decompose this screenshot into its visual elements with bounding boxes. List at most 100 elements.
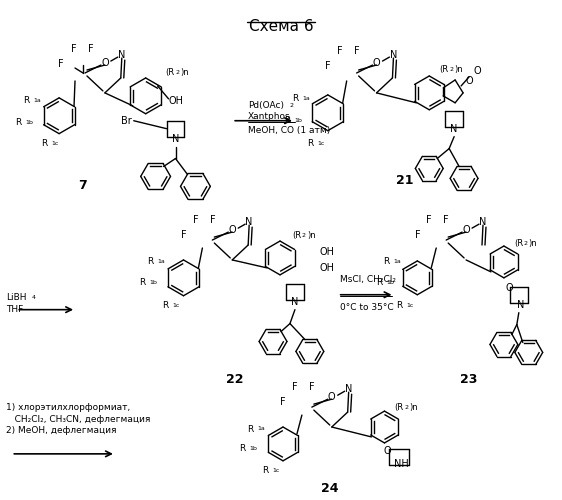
Text: LiBH: LiBH — [6, 293, 27, 302]
Text: MsCl, CH₂Cl₂: MsCl, CH₂Cl₂ — [339, 276, 396, 284]
Text: 24: 24 — [321, 482, 338, 495]
Text: R: R — [147, 258, 153, 266]
Text: 1a: 1a — [393, 260, 401, 264]
Text: 2) MeOH, дефлегмация: 2) MeOH, дефлегмация — [6, 426, 117, 436]
Text: O: O — [473, 66, 481, 76]
Text: 23: 23 — [460, 373, 478, 386]
Text: 1b: 1b — [387, 280, 395, 285]
Text: (R: (R — [166, 68, 175, 78]
Text: OH: OH — [320, 247, 335, 257]
Text: F: F — [354, 46, 360, 56]
Text: OH: OH — [320, 263, 335, 273]
Text: N: N — [451, 124, 458, 134]
Text: N: N — [172, 134, 179, 143]
Text: (R: (R — [439, 64, 448, 74]
Text: (R: (R — [292, 230, 301, 239]
Text: F: F — [71, 44, 77, 54]
Text: 1a: 1a — [33, 98, 41, 103]
Text: R: R — [239, 444, 245, 454]
Text: NH: NH — [395, 459, 409, 469]
Text: R: R — [247, 424, 253, 434]
Text: F: F — [309, 382, 315, 392]
Text: F: F — [88, 44, 94, 54]
Text: 1a: 1a — [302, 96, 310, 102]
Text: F: F — [415, 230, 420, 240]
Text: O: O — [373, 58, 380, 68]
Text: Pd(OAc): Pd(OAc) — [248, 102, 284, 110]
Text: 1) хлорэтилхлорформиат,: 1) хлорэтилхлорформиат, — [6, 402, 130, 411]
Text: 1a: 1a — [157, 260, 165, 264]
Text: O: O — [328, 392, 336, 402]
Text: 2: 2 — [405, 404, 409, 409]
Text: R: R — [139, 278, 146, 287]
Text: 2: 2 — [449, 66, 453, 71]
Text: )n: )n — [180, 68, 189, 78]
Text: 2: 2 — [524, 240, 528, 246]
Text: O: O — [463, 225, 470, 235]
Text: R: R — [23, 96, 29, 106]
Text: O: O — [101, 58, 108, 68]
Text: Xantphos: Xantphos — [248, 112, 291, 121]
Text: R: R — [396, 301, 402, 310]
Text: F: F — [325, 61, 330, 71]
Text: O: O — [384, 446, 391, 456]
Text: F: F — [58, 59, 64, 69]
Text: CH₂Cl₂, CH₃CN, дефлегмация: CH₂Cl₂, CH₃CN, дефлегмация — [6, 414, 151, 424]
Text: 1c: 1c — [272, 468, 279, 473]
Text: F: F — [337, 46, 342, 56]
Text: Br: Br — [121, 116, 132, 126]
Text: MeOH, CO (1 атм): MeOH, CO (1 атм) — [248, 126, 330, 135]
Text: 1b: 1b — [249, 446, 257, 452]
Text: 22: 22 — [226, 373, 244, 386]
Text: F: F — [443, 215, 449, 225]
Text: R: R — [162, 301, 169, 310]
Text: R: R — [307, 139, 314, 148]
Text: )n: )n — [409, 402, 418, 411]
Text: R: R — [376, 278, 383, 287]
Text: 2: 2 — [302, 232, 306, 237]
Text: N: N — [517, 300, 524, 310]
Text: Схема 6: Схема 6 — [249, 20, 313, 34]
Text: N: N — [246, 217, 253, 227]
Text: (R: (R — [395, 402, 404, 411]
Text: R: R — [284, 116, 290, 125]
Text: 1c: 1c — [406, 303, 414, 308]
Text: N: N — [345, 384, 352, 394]
Text: 21: 21 — [396, 174, 413, 187]
Text: F: F — [193, 215, 198, 225]
Text: )n: )n — [454, 64, 463, 74]
Text: 7: 7 — [79, 179, 87, 192]
Text: R: R — [15, 118, 21, 127]
Text: 1b: 1b — [294, 118, 302, 123]
Text: 2: 2 — [290, 104, 294, 108]
Text: R: R — [262, 466, 268, 475]
Text: OH: OH — [169, 96, 184, 106]
Text: O: O — [505, 283, 513, 293]
Text: )n: )n — [307, 230, 315, 239]
Text: R: R — [292, 94, 298, 104]
Text: THF: THF — [6, 305, 24, 314]
Text: 1a: 1a — [257, 426, 265, 432]
Text: R: R — [383, 258, 389, 266]
Text: 1c: 1c — [173, 303, 180, 308]
Text: 4: 4 — [31, 295, 35, 300]
Text: N: N — [291, 296, 298, 306]
Text: O: O — [465, 76, 473, 86]
Text: N: N — [390, 50, 397, 60]
Text: 2: 2 — [175, 70, 179, 76]
Text: F: F — [180, 230, 186, 240]
Text: 1b: 1b — [25, 120, 33, 125]
Text: 1c: 1c — [51, 141, 58, 146]
Text: F: F — [280, 397, 286, 407]
Text: N: N — [118, 50, 125, 60]
Text: 1b: 1b — [149, 280, 157, 285]
Text: 0°C to 35°C: 0°C to 35°C — [339, 303, 393, 312]
Text: F: F — [292, 382, 298, 392]
Text: )n: )n — [529, 238, 537, 248]
Text: 1c: 1c — [318, 141, 325, 146]
Text: F: F — [210, 215, 215, 225]
Text: R: R — [41, 139, 47, 148]
Text: O: O — [228, 225, 236, 235]
Text: (R: (R — [514, 238, 523, 248]
Text: N: N — [479, 217, 487, 227]
